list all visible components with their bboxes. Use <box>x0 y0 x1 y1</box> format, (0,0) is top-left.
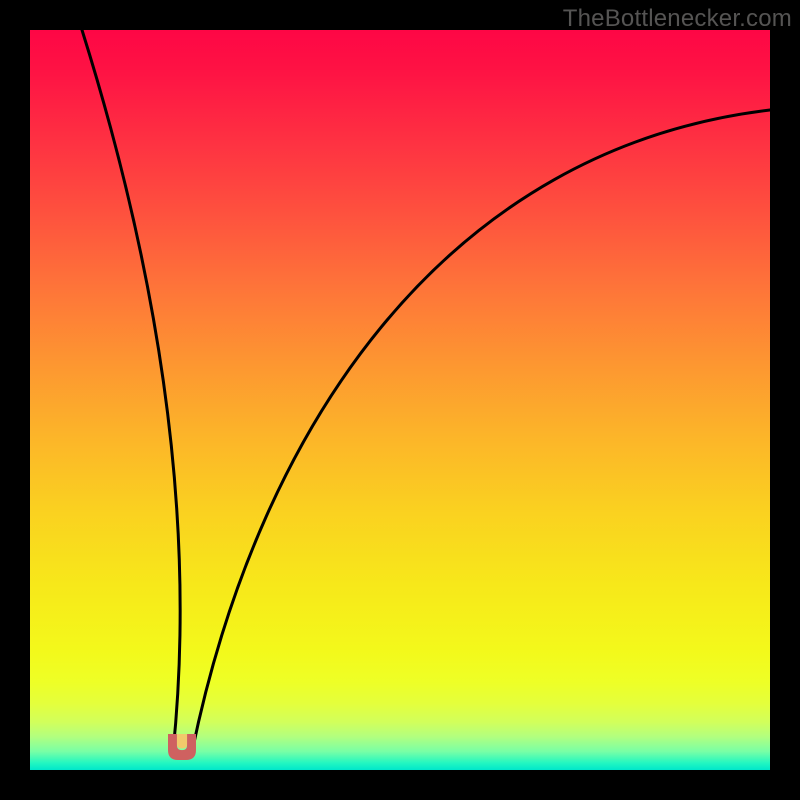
watermark-text: TheBottlenecker.com <box>563 5 792 33</box>
bottleneck-curve <box>30 30 770 770</box>
optimum-marker-shape <box>168 734 196 760</box>
optimum-marker <box>168 734 196 760</box>
plot-area <box>30 30 770 770</box>
